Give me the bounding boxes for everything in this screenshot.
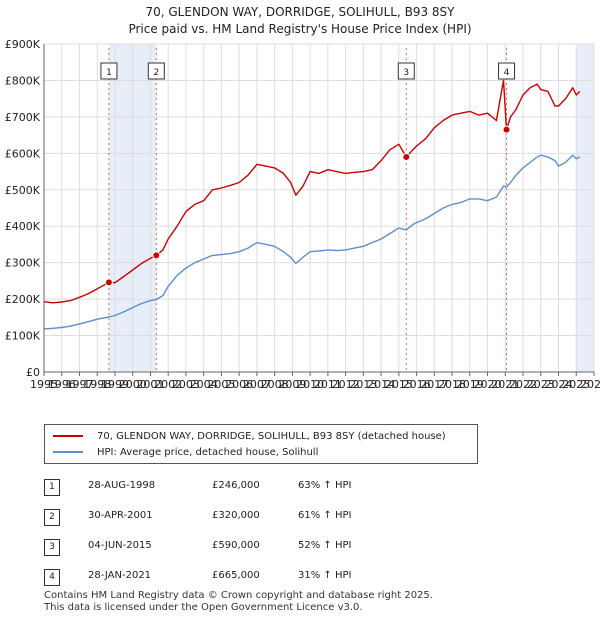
x-tick-label: 1996: [48, 378, 76, 391]
x-tick-label: 1999: [101, 378, 129, 391]
x-tick-label: 2021: [491, 378, 519, 391]
x-tick-label: 2025: [562, 378, 590, 391]
x-tick-label: 2019: [456, 378, 484, 391]
x-tick-label: 2000: [119, 378, 147, 391]
sale-row: 3 04-JUN-2015 £590,000 52% ↑ HPI: [44, 534, 464, 564]
price-chart: 1 2 3 4 £0 £100K £200K £300K £400K £500K £600K £700…: [5, 38, 600, 391]
sale-badge-box: [147, 62, 165, 80]
x-tick-label: 2011: [314, 378, 342, 391]
sale-date: 28-JAN-2021: [88, 570, 152, 581]
y-tick-label: £400K: [5, 220, 41, 233]
legend-swatch-hpi: [53, 451, 83, 453]
sale-badge-label: 4: [504, 68, 510, 78]
x-tick-label: 2017: [420, 378, 448, 391]
x-tick-label: 2016: [403, 378, 431, 391]
x-tick-label: 2007: [243, 378, 271, 391]
sale-price: £246,000: [212, 480, 260, 491]
sale-badge-box: [498, 62, 516, 80]
x-tick-label: 2012: [332, 378, 360, 391]
sale-date: 04-JUN-2015: [88, 540, 152, 551]
sale-row: 2 30-APR-2001 £320,000 61% ↑ HPI: [44, 504, 464, 534]
sale-hpi-change: 52% ↑ HPI: [298, 540, 352, 551]
legend-item-property: 70, GLENDON WAY, DORRIDGE, SOLIHULL, B93…: [53, 428, 446, 444]
sale-point: [402, 152, 411, 161]
x-tick-label: 1995: [30, 378, 58, 391]
y-tick-label: £700K: [5, 111, 41, 124]
sale-hpi-change: 31% ↑ HPI: [298, 570, 352, 581]
sale-row: 1 28-AUG-1998 £246,000 63% ↑ HPI: [44, 474, 464, 504]
x-tick-label: 2015: [385, 378, 413, 391]
x-tick-label: 2004: [190, 378, 218, 391]
x-tick-label: 2018: [438, 378, 466, 391]
sale-point: [104, 278, 113, 287]
x-tick-label: 2026: [580, 378, 600, 391]
sale-number-badge: 3: [44, 539, 60, 556]
series-line-hpi: [43, 154, 581, 330]
y-tick-label: £100K: [5, 330, 41, 343]
x-tick-label: 2014: [367, 378, 395, 391]
x-tick-label: 2024: [545, 378, 573, 391]
sale-row: 4 28-JAN-2021 £665,000 31% ↑ HPI: [44, 564, 464, 594]
sale-date: 30-APR-2001: [88, 510, 153, 521]
legend: 70, GLENDON WAY, DORRIDGE, SOLIHULL, B93…: [44, 424, 478, 464]
x-tick-label: 1997: [65, 378, 93, 391]
x-tick-label: 2009: [278, 378, 306, 391]
sale-badge-label: 3: [403, 68, 409, 78]
x-tick-label: 2022: [509, 378, 537, 391]
y-tick-label: £600K: [5, 147, 41, 160]
y-tick-label: £300K: [5, 257, 41, 270]
sale-price: £665,000: [212, 570, 260, 581]
sale-point: [502, 125, 511, 134]
shaded-span: [576, 44, 594, 372]
sale-number-badge: 4: [44, 569, 60, 586]
x-tick-label: 2010: [296, 378, 324, 391]
legend-label-property: 70, GLENDON WAY, DORRIDGE, SOLIHULL, B93…: [97, 430, 446, 442]
sale-number-badge: 1: [44, 479, 60, 496]
sale-point: [152, 251, 161, 260]
sale-badge-box: [100, 62, 118, 80]
sale-hpi-change: 61% ↑ HPI: [298, 510, 352, 521]
chart-title-block: 70, GLENDON WAY, DORRIDGE, SOLIHULL, B93…: [0, 4, 600, 38]
y-tick-label: £500K: [5, 184, 41, 197]
sale-price: £320,000: [212, 510, 260, 521]
x-tick-label: 2013: [349, 378, 377, 391]
footer-copyright: Contains HM Land Registry data © Crown c…: [44, 590, 433, 601]
x-tick-label: 2005: [207, 378, 235, 391]
x-tick-label: 2006: [225, 378, 253, 391]
sale-price: £590,000: [212, 540, 260, 551]
sale-number-badge: 2: [44, 509, 60, 526]
y-tick-label: £0: [26, 366, 40, 379]
x-tick-label: 2020: [474, 378, 502, 391]
sale-hpi-change: 63% ↑ HPI: [298, 480, 352, 491]
sales-table: 1 28-AUG-1998 £246,000 63% ↑ HPI 2 30-AP…: [44, 474, 464, 594]
x-tick-label: 2001: [136, 378, 164, 391]
x-tick-label: 2003: [172, 378, 200, 391]
sale-date: 28-AUG-1998: [88, 480, 156, 491]
legend-swatch-property: [53, 435, 83, 437]
series-line-property: [43, 79, 581, 304]
x-tick-label: 2023: [527, 378, 555, 391]
footer-license: This data is licensed under the Open Gov…: [44, 602, 363, 613]
y-tick-label: £200K: [5, 293, 41, 306]
chart-title: 70, GLENDON WAY, DORRIDGE, SOLIHULL, B93…: [145, 5, 455, 19]
legend-item-hpi: HPI: Average price, detached house, Soli…: [53, 444, 318, 460]
y-tick-label: £800K: [5, 74, 41, 87]
sale-badge-box: [397, 62, 415, 80]
sale-badge-label: 1: [106, 68, 112, 78]
x-tick-label: 1998: [83, 378, 111, 391]
y-tick-label: £900K: [5, 38, 41, 51]
chart-subtitle: Price paid vs. HM Land Registry's House …: [128, 22, 472, 36]
x-tick-label: 2008: [261, 378, 289, 391]
x-tick-label: 2002: [154, 378, 182, 391]
legend-label-hpi: HPI: Average price, detached house, Soli…: [97, 446, 319, 458]
footer-attribution: Contains HM Land Registry data © Crown c…: [44, 590, 433, 614]
sale-badge-label: 2: [153, 68, 159, 78]
